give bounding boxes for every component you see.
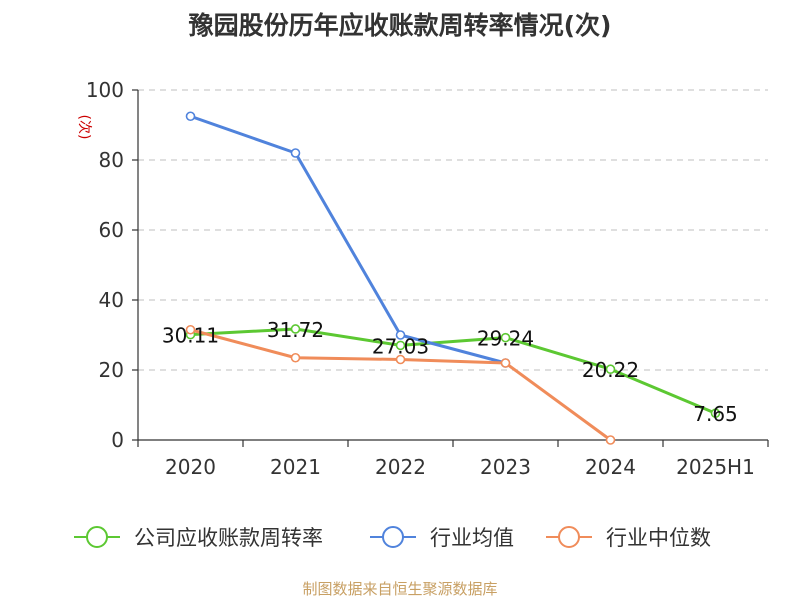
data-point bbox=[290, 352, 301, 363]
data-point bbox=[395, 340, 406, 351]
data-point bbox=[710, 408, 721, 419]
data-label: 31.72 bbox=[267, 318, 324, 342]
y-tick-label: 0 bbox=[111, 428, 124, 452]
legend-label: 行业中位数 bbox=[606, 526, 711, 550]
y-tick-label: 20 bbox=[99, 358, 124, 382]
data-labels: 30.11 31.72 27.03 29.24 20.22 7.65 bbox=[162, 318, 738, 426]
x-tick-label: 2025H1 bbox=[676, 455, 755, 479]
x-tick-label: 2023 bbox=[480, 455, 531, 479]
y-tick-label: 60 bbox=[99, 218, 124, 242]
data-point bbox=[605, 435, 616, 445]
legend-label: 行业均值 bbox=[430, 526, 514, 550]
data-point bbox=[500, 358, 511, 368]
data-label: 27.03 bbox=[372, 334, 429, 358]
data-label: 7.65 bbox=[693, 402, 738, 426]
legend-marker bbox=[86, 526, 108, 548]
data-point bbox=[290, 324, 301, 334]
series-line bbox=[190, 327, 717, 415]
data-point bbox=[185, 111, 196, 122]
data-point bbox=[395, 354, 406, 365]
axes: 0 20 40 60 80 100 2020 2021 2022 2023 2024 2025H1 (次… bbox=[76, 78, 769, 479]
y-tick-label: 100 bbox=[86, 78, 124, 102]
y-tick-label: 40 bbox=[99, 288, 124, 312]
series-group bbox=[185, 111, 721, 445]
data-point bbox=[185, 324, 196, 335]
legend: 公司应收账款周转率 行业均值 行业中位数 bbox=[74, 526, 711, 550]
data-label: 30.11 bbox=[162, 324, 219, 348]
data-point bbox=[500, 332, 511, 343]
data-point bbox=[395, 330, 406, 340]
x-tick-label: 2024 bbox=[585, 455, 636, 479]
y-tick-label: 80 bbox=[99, 148, 124, 172]
y-axis-label: (次) bbox=[76, 115, 92, 140]
data-label: 20.22 bbox=[582, 358, 639, 382]
legend-label: 公司应收账款周转率 bbox=[134, 526, 323, 550]
series-line bbox=[190, 114, 506, 365]
chart-title: 豫园股份历年应收账款周转率情况(次) bbox=[188, 11, 612, 40]
legend-marker bbox=[382, 526, 404, 548]
data-label: 29.24 bbox=[477, 327, 534, 351]
grid-lines bbox=[138, 89, 768, 371]
source-note: 制图数据来自恒生聚源数据库 bbox=[302, 580, 498, 598]
data-point bbox=[605, 364, 616, 375]
x-tick-label: 2021 bbox=[270, 455, 321, 479]
legend-marker bbox=[558, 526, 580, 548]
x-tick-label: 2022 bbox=[375, 455, 426, 479]
data-point bbox=[290, 148, 301, 158]
x-tick-label: 2020 bbox=[165, 455, 216, 479]
